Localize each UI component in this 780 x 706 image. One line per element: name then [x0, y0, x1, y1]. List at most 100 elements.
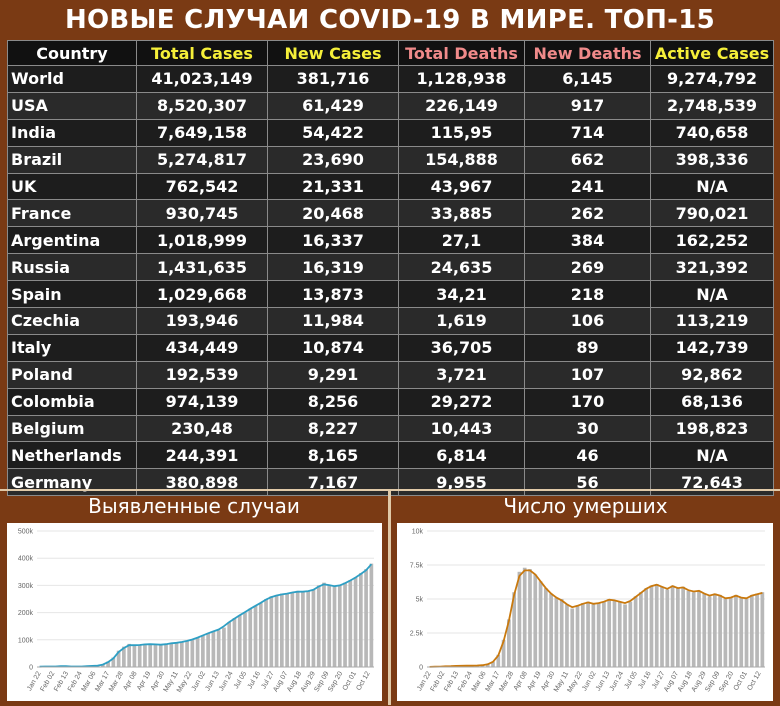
country-cell: USA	[8, 92, 137, 119]
bar	[692, 592, 696, 667]
country-cell: Netherlands	[8, 442, 137, 469]
country-cell: Brazil	[8, 146, 137, 173]
column-header: Total Cases	[137, 41, 268, 66]
value-cell: 107	[525, 361, 651, 388]
y-tick-label: 5k	[416, 597, 424, 604]
bar	[729, 598, 733, 667]
value-cell: 262	[525, 200, 651, 227]
bar	[285, 594, 289, 667]
y-tick-label: 0	[419, 665, 423, 672]
value-cell: 269	[525, 254, 651, 281]
bar	[655, 584, 659, 667]
bar	[739, 598, 743, 667]
value-cell: 790,021	[651, 200, 774, 227]
value-cell: 10,443	[399, 415, 525, 442]
bar	[639, 592, 643, 667]
bar	[724, 599, 728, 667]
value-cell: 92,862	[651, 361, 774, 388]
bar	[180, 642, 184, 667]
value-cell: 321,392	[651, 254, 774, 281]
value-cell: 1,029,668	[137, 281, 268, 308]
bar	[370, 564, 374, 667]
value-cell: 192,539	[137, 361, 268, 388]
value-cell: 106	[525, 308, 651, 335]
country-cell: France	[8, 200, 137, 227]
bar	[734, 595, 738, 667]
value-cell: 6,145	[525, 66, 651, 93]
bar	[185, 641, 189, 667]
value-cell: 13,873	[268, 281, 399, 308]
x-tick-label: Oct 12	[355, 670, 371, 691]
bar	[301, 592, 305, 667]
bar	[687, 591, 691, 667]
bar	[259, 603, 263, 667]
bar	[761, 592, 765, 667]
value-cell: 36,705	[399, 334, 525, 361]
bar	[275, 595, 279, 667]
bar	[755, 594, 759, 667]
bar	[708, 596, 712, 667]
country-cell: Czechia	[8, 308, 137, 335]
bar	[634, 596, 638, 667]
value-cell: 21,331	[268, 173, 399, 200]
bar	[702, 594, 706, 667]
value-cell: 8,165	[268, 442, 399, 469]
value-cell: 193,946	[137, 308, 268, 335]
value-cell: 46	[525, 442, 651, 469]
bar	[327, 585, 331, 667]
bar	[518, 572, 522, 667]
value-cell: 5,274,817	[137, 146, 268, 173]
value-cell: 974,139	[137, 388, 268, 415]
value-cell: 24,635	[399, 254, 525, 281]
value-cell: 2,748,539	[651, 92, 774, 119]
bar	[243, 613, 247, 667]
value-cell: 1,431,635	[137, 254, 268, 281]
value-cell: 9,274,792	[651, 66, 774, 93]
value-cell: 68,136	[651, 388, 774, 415]
value-cell: 20,468	[268, 200, 399, 227]
y-tick-label: 10k	[412, 529, 424, 536]
bar	[196, 638, 200, 667]
value-cell: 3,721	[399, 361, 525, 388]
bar	[343, 583, 347, 667]
bar	[597, 603, 601, 667]
bar	[254, 606, 258, 667]
bar	[745, 599, 749, 667]
bar	[148, 644, 152, 667]
y-tick-label: 0	[29, 665, 33, 672]
value-cell: 930,745	[137, 200, 268, 227]
country-cell: Belgium	[8, 415, 137, 442]
bar	[570, 609, 574, 667]
bar	[676, 588, 680, 667]
value-cell: 61,429	[268, 92, 399, 119]
country-cell: Poland	[8, 361, 137, 388]
value-cell: 662	[525, 146, 651, 173]
bar	[592, 604, 596, 667]
bar	[175, 643, 179, 667]
bar	[154, 645, 158, 667]
bar	[671, 585, 675, 667]
bar	[750, 595, 754, 667]
bar	[217, 630, 221, 667]
value-cell: 241	[525, 173, 651, 200]
bar	[713, 594, 717, 667]
bar	[238, 615, 242, 667]
value-cell: 762,542	[137, 173, 268, 200]
page-title: НОВЫЕ СЛУЧАИ COVID-19 В МИРЕ. ТОП-15	[0, 0, 780, 40]
value-cell: 89	[525, 334, 651, 361]
bar	[618, 602, 622, 667]
bar	[581, 603, 585, 667]
value-cell: 8,256	[268, 388, 399, 415]
bar	[628, 602, 632, 667]
